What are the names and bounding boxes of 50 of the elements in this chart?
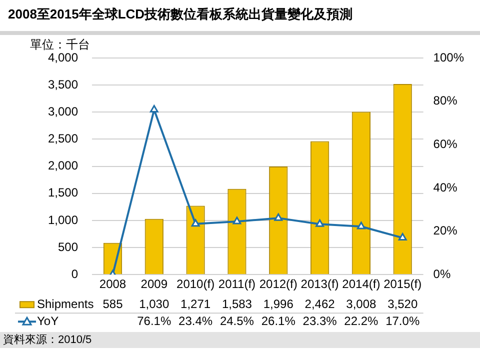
point [232, 216, 242, 224]
y-tick-label: 2,000 [48, 158, 78, 173]
y2-tick-label: 80% [433, 94, 458, 108]
data-label: 76.1% [137, 314, 172, 328]
point [191, 219, 200, 227]
x-tick-label: 2012(f) [259, 277, 298, 292]
data-label: 23.4% [178, 314, 213, 328]
y2-tick-label: 100% [433, 50, 464, 64]
y2-tick-label: 20% [433, 224, 458, 238]
x-tick-label: 2014(f) [342, 277, 380, 292]
data-label: 2,462 [304, 296, 336, 311]
source-note: 資料來源：2010/5 [3, 333, 92, 346]
data-label: 24.5% [220, 314, 254, 328]
y2-tick-label: 0% [433, 266, 451, 281]
data-label: 26.1% [261, 314, 296, 328]
y2-tick-label: 60% [433, 136, 458, 151]
point [398, 233, 407, 241]
y-tick-label: 500 [58, 240, 78, 254]
y-tick-label: 3,000 [48, 104, 78, 118]
y-tick-label: 0 [71, 266, 78, 281]
x-tick-label: 2015(f) [384, 277, 422, 292]
point [274, 213, 283, 221]
point [356, 222, 366, 230]
x-tick-label: 2009 [140, 277, 168, 292]
x-tick-label: 2013(f) [300, 277, 339, 292]
data-label: 3,520 [388, 296, 418, 311]
y-tick-label: 3,500 [48, 77, 78, 92]
data-label: 1,996 [263, 296, 294, 311]
x-tick-label: 2008 [99, 277, 126, 292]
y-tick-label: 1,000 [48, 212, 78, 227]
point [150, 105, 158, 113]
y-tick-label: 2,500 [48, 132, 78, 146]
legend-label: YoY [37, 314, 59, 328]
data-label: 3,008 [346, 296, 377, 311]
y-tick-label: 1,500 [48, 186, 78, 200]
y-tick-label: 4,000 [48, 50, 78, 64]
data-label: 585 [102, 296, 124, 311]
point [316, 219, 324, 227]
data-label: 22.2% [344, 314, 379, 328]
legend-label: Shipments [37, 296, 94, 311]
data-label: 23.3% [302, 314, 338, 328]
data-label: 1,030 [139, 296, 170, 311]
y-axis-title: 單位：千台 [30, 37, 90, 52]
chart-title: 2008至2015年全球LCD技術數位看板系統出貨量變化及預測 [8, 6, 353, 22]
x-tick-label: 2011(f) [218, 277, 256, 292]
data-label: 1,271 [180, 296, 211, 311]
data-label: 1,583 [222, 296, 252, 311]
y2-tick-label: 40% [433, 180, 458, 194]
x-tick-label: 2010(f) [176, 277, 215, 292]
data-label: 17.0% [386, 314, 420, 328]
